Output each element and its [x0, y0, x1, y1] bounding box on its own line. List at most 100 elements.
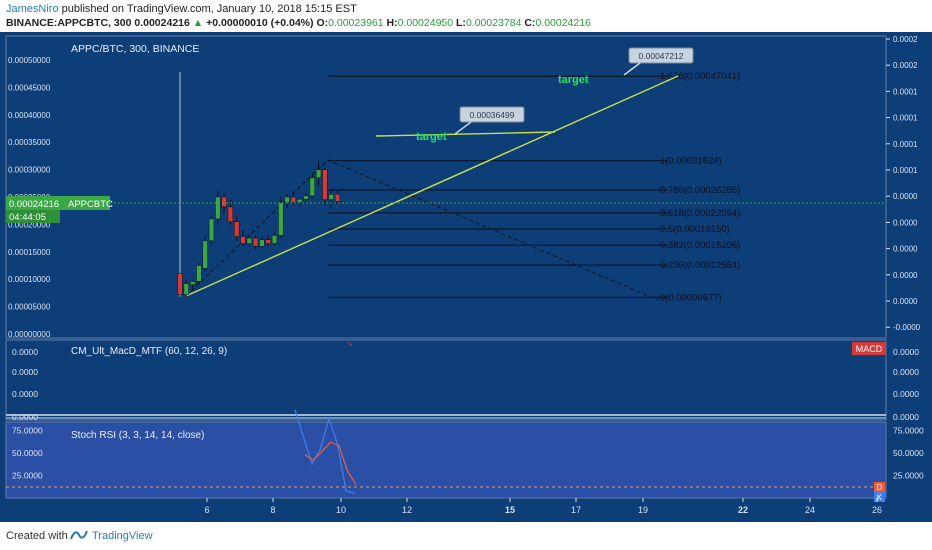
macd-left-label: 0.0000 — [12, 389, 38, 399]
chart-canvas[interactable]: 0.00050000 0.00045000 0.00040000 0.00035000… — [0, 32, 932, 522]
right-price-scale: 0.0002 0.0002 0.0001 0.0001 0.0001 0.0001 0.00… — [886, 35, 921, 332]
open-label: O: — [316, 17, 329, 29]
rsi-right-label: 50.0000 — [893, 448, 924, 458]
candle-body — [322, 169, 328, 200]
fib-level-label: 1.618(0.00047041) — [660, 71, 740, 82]
y-tick-label: 0.00020000 — [8, 220, 51, 229]
candle-body — [271, 235, 278, 244]
fib-level-label: 0.382(0.00016206) — [660, 240, 740, 251]
fib-zigzag-line — [185, 159, 659, 301]
candle-body — [284, 196, 290, 203]
candle-body — [303, 195, 309, 200]
footer: Created with TradingView — [0, 522, 932, 550]
fibonacci-retracement: 1.618(0.00047041) 1(0.00031624) 0.786(0.00… — [328, 71, 740, 303]
candle-body — [278, 202, 284, 236]
countdown-timer: 04:44:05 — [9, 212, 46, 223]
close-value: 0.00024216 — [535, 17, 591, 29]
fib-level-label: 0.5(0.00019150) — [660, 224, 730, 235]
x-tick-label: 17 — [571, 505, 581, 515]
macd-right-label: 0.0000 — [893, 347, 919, 357]
right-tick-label: 0.0000 — [893, 245, 918, 254]
created-with-text: Created with — [6, 530, 68, 542]
uptrend-line — [185, 75, 679, 297]
candle-body — [246, 237, 252, 244]
stoch-d-line — [304, 441, 357, 485]
macd-pane-border — [5, 339, 887, 421]
target-label-1: target — [558, 74, 589, 86]
y-tick-label: 0.00010000 — [8, 275, 51, 284]
right-tick-label: 0.0000 — [893, 218, 918, 227]
rsi-left-label: 50.0000 — [12, 448, 43, 458]
candle-body — [221, 196, 227, 208]
x-tick-label: 19 — [638, 505, 648, 515]
candle-body — [196, 265, 202, 282]
callout-box-2 — [459, 106, 525, 123]
right-tick-label: 0.0000 — [893, 297, 918, 306]
y-tick-label: 0.00045000 — [8, 83, 51, 92]
fib-level-label: 0(0.00006677) — [660, 292, 722, 303]
candle-body — [265, 239, 271, 244]
close-label: C: — [524, 17, 536, 29]
fib-level-label: 0.618(0.00022094) — [660, 208, 740, 219]
publish-line: JamesNiro published on TradingView.com, … — [6, 3, 357, 15]
high-label: H: — [386, 17, 398, 29]
macd-badge-box — [852, 342, 886, 355]
stoch-k-line — [294, 409, 355, 495]
candle-body — [189, 281, 196, 285]
right-tick-label: 0.0001 — [893, 114, 918, 123]
right-tick-label: 0.0002 — [893, 35, 918, 44]
candle-body — [259, 239, 265, 247]
symbol-label: BINANCE:APPCBTC, 300 — [6, 17, 132, 29]
rsi-left-label: 75.0000 — [12, 426, 43, 436]
macd-right-label: 0.0000 — [893, 367, 919, 377]
callout-box-1 — [628, 47, 694, 64]
y-tick-label: 0.00015000 — [8, 248, 51, 257]
candle-body — [240, 236, 246, 244]
rsi-pane-border — [5, 421, 887, 499]
price-tag: 0.00024216 APPCBTC 04:44:05 — [6, 196, 113, 223]
callout-pointer-2 — [454, 121, 472, 135]
price-change: +0.00000010 (+0.04%) — [206, 17, 314, 29]
right-tick-label: 0.0001 — [893, 166, 918, 175]
published-text: published on TradingView.com, January 10… — [61, 3, 357, 15]
macd-left-label: 0.0000 — [12, 367, 38, 377]
candle-body — [309, 177, 315, 197]
y-tick-label: 0.00040000 — [8, 111, 51, 120]
left-price-scale: 0.00050000 0.00045000 0.00040000 0.00035000… — [8, 56, 51, 339]
x-tick-label: 10 — [336, 505, 346, 515]
x-tick-label: 24 — [805, 505, 815, 515]
main-pane-border — [5, 35, 887, 339]
candle-body — [234, 221, 240, 237]
price-tag-symbol: APPCBTC — [68, 199, 113, 210]
macd-pane-title: CM_Ult_MacD_MTF (60, 12, 26, 9) — [71, 346, 227, 357]
candle-body — [290, 196, 297, 203]
tradingview-brand[interactable]: TradingView — [92, 530, 153, 542]
rsi-pane-title: Stoch RSI (3, 3, 14, 14, close) — [71, 430, 204, 441]
up-arrow-icon: ▲ — [192, 17, 204, 29]
candle-body — [215, 196, 221, 220]
macd-badge-text: MACD — [856, 344, 883, 354]
candle-body — [334, 194, 341, 202]
macd-left-label: 0.0000 — [12, 412, 38, 422]
badge-k: K — [877, 493, 883, 502]
macd-right-label: 0.0000 — [893, 412, 919, 422]
y-tick-label: 0.00050000 — [8, 56, 51, 65]
right-tick-label: 0.0001 — [893, 87, 918, 96]
rsi-left-label: 25.0000 — [12, 471, 43, 481]
ohlc-line: BINANCE:APPCBTC, 300 0.00024216 ▲ +0.000… — [6, 17, 591, 29]
right-tick-label: -0.0000 — [893, 323, 921, 332]
stoch-rsi-lines — [294, 409, 357, 495]
target-line — [375, 131, 556, 137]
candle-body — [208, 218, 215, 242]
candle-body — [202, 240, 208, 269]
macd-left-label: 0.0000 — [12, 347, 38, 357]
macd-right-scale: 0.0000 0.0000 0.0000 0.0000 — [893, 347, 919, 422]
candle-body — [183, 283, 189, 295]
author-link[interactable]: JamesNiro — [6, 3, 59, 15]
main-pane-title: APPC/BTC, 300, BINANCE — [71, 43, 199, 55]
x-tick-label: 15 — [505, 505, 515, 515]
chart-area[interactable]: 0.00050000 0.00045000 0.00040000 0.00035000… — [0, 32, 932, 522]
callout-value-2: 0.00036499 — [470, 110, 515, 120]
right-tick-label: 0.0000 — [893, 192, 918, 201]
badge-d-box — [874, 482, 885, 492]
